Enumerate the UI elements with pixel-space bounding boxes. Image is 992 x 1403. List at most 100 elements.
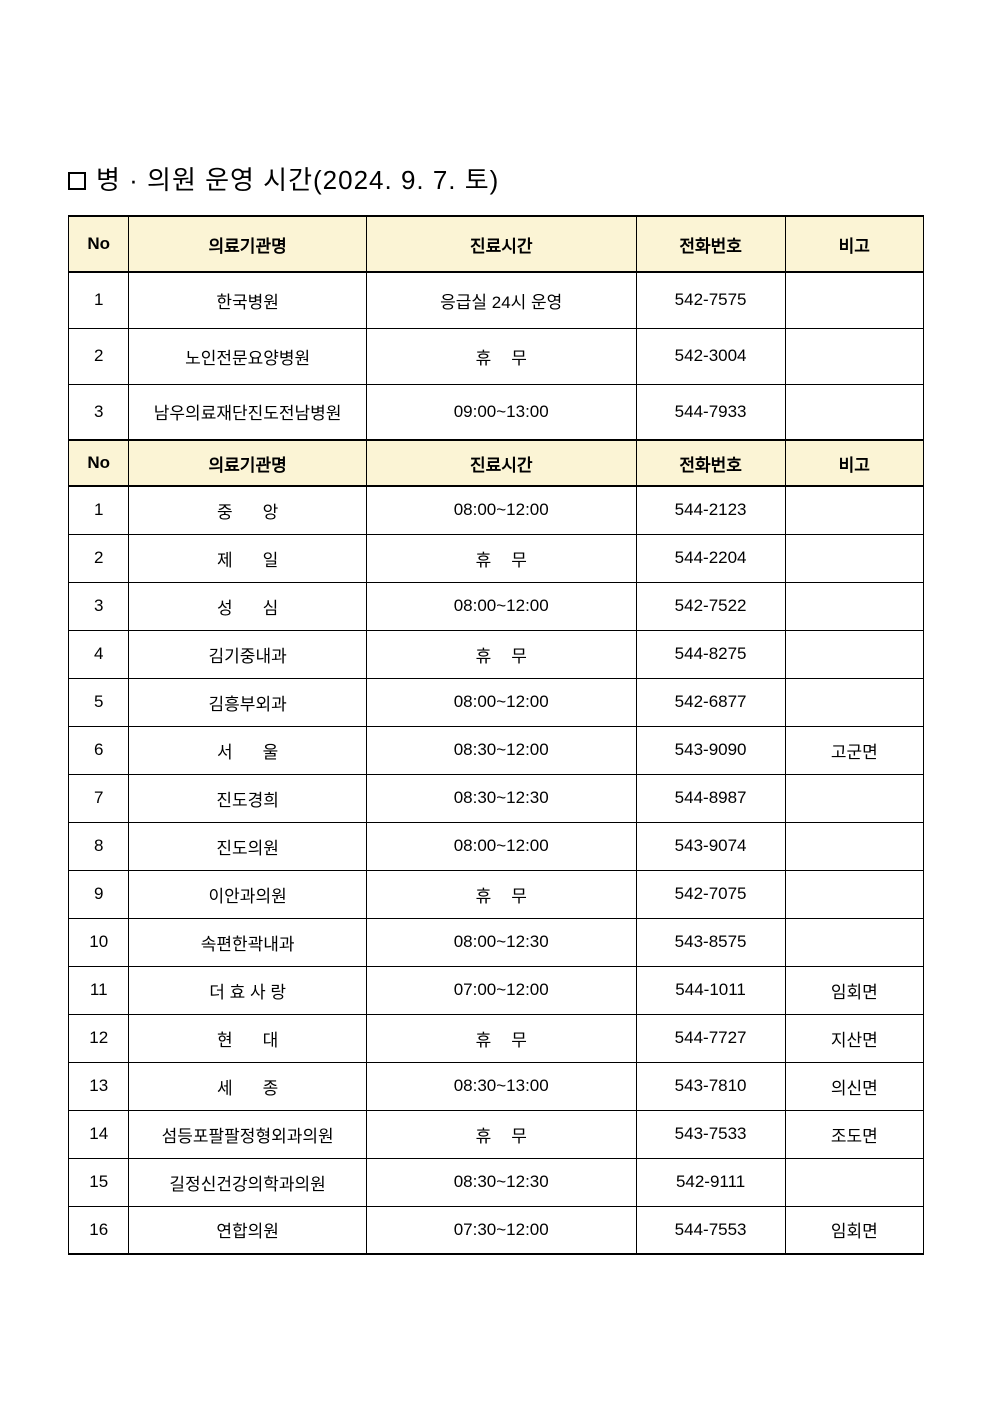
cell-name: 진도의원 bbox=[129, 822, 366, 870]
cell-note bbox=[785, 582, 923, 630]
cell-hours: 응급실 24시 운영 bbox=[366, 272, 636, 328]
cell-no: 13 bbox=[69, 1062, 129, 1110]
cell-hours: 휴무 bbox=[366, 534, 636, 582]
cell-phone: 544-2123 bbox=[636, 486, 785, 534]
cell-note: 고군면 bbox=[785, 726, 923, 774]
cell-phone: 542-9111 bbox=[636, 1158, 785, 1206]
cell-no: 5 bbox=[69, 678, 129, 726]
header-phone: 전화번호 bbox=[636, 440, 785, 486]
cell-note: 의신면 bbox=[785, 1062, 923, 1110]
cell-hours: 08:30~13:00 bbox=[366, 1062, 636, 1110]
cell-phone: 544-1011 bbox=[636, 966, 785, 1014]
cell-hours: 08:30~12:30 bbox=[366, 1158, 636, 1206]
cell-note: 임회면 bbox=[785, 966, 923, 1014]
table-row: 13세종08:30~13:00543-7810의신면 bbox=[69, 1062, 924, 1110]
header-no: No bbox=[69, 440, 129, 486]
cell-no: 3 bbox=[69, 384, 129, 440]
cell-phone: 544-8987 bbox=[636, 774, 785, 822]
cell-phone: 543-8575 bbox=[636, 918, 785, 966]
table-row: 10속편한곽내과08:00~12:30543-8575 bbox=[69, 918, 924, 966]
cell-phone: 544-7933 bbox=[636, 384, 785, 440]
cell-hours: 08:00~12:00 bbox=[366, 822, 636, 870]
cell-hours: 07:00~12:00 bbox=[366, 966, 636, 1014]
cell-hours: 휴무 bbox=[366, 870, 636, 918]
page-title: 병 · 의원 운영 시간(2024. 9. 7. 토) bbox=[68, 160, 924, 197]
cell-note bbox=[785, 822, 923, 870]
cell-note bbox=[785, 678, 923, 726]
table-row: 3성심08:00~12:00542-7522 bbox=[69, 582, 924, 630]
cell-no: 6 bbox=[69, 726, 129, 774]
cell-note bbox=[785, 272, 923, 328]
title-box-icon bbox=[68, 172, 86, 190]
header-note: 비고 bbox=[785, 216, 923, 272]
cell-hours: 08:00~12:00 bbox=[366, 486, 636, 534]
cell-hours: 09:00~13:00 bbox=[366, 384, 636, 440]
cell-no: 9 bbox=[69, 870, 129, 918]
table-header-row: No 의료기관명 진료시간 전화번호 비고 bbox=[69, 216, 924, 272]
table-row: 4김기중내과휴무544-8275 bbox=[69, 630, 924, 678]
table-row: 1중앙08:00~12:00544-2123 bbox=[69, 486, 924, 534]
cell-no: 8 bbox=[69, 822, 129, 870]
schedule-table: No 의료기관명 진료시간 전화번호 비고 1한국병원응급실 24시 운영542… bbox=[68, 215, 924, 1255]
cell-phone: 543-9090 bbox=[636, 726, 785, 774]
cell-name: 남우의료재단진도전남병원 bbox=[129, 384, 366, 440]
cell-no: 12 bbox=[69, 1014, 129, 1062]
cell-phone: 544-7727 bbox=[636, 1014, 785, 1062]
cell-phone: 542-6877 bbox=[636, 678, 785, 726]
cell-no: 15 bbox=[69, 1158, 129, 1206]
cell-phone: 542-7075 bbox=[636, 870, 785, 918]
cell-phone: 542-7522 bbox=[636, 582, 785, 630]
cell-no: 3 bbox=[69, 582, 129, 630]
table-row: 2노인전문요양병원휴무542-3004 bbox=[69, 328, 924, 384]
cell-phone: 543-7810 bbox=[636, 1062, 785, 1110]
cell-note bbox=[785, 328, 923, 384]
cell-phone: 544-2204 bbox=[636, 534, 785, 582]
cell-phone: 542-3004 bbox=[636, 328, 785, 384]
cell-no: 2 bbox=[69, 328, 129, 384]
cell-note bbox=[785, 630, 923, 678]
cell-hours: 07:30~12:00 bbox=[366, 1206, 636, 1254]
cell-note bbox=[785, 918, 923, 966]
table-row: 9이안과의원휴무542-7075 bbox=[69, 870, 924, 918]
cell-no: 11 bbox=[69, 966, 129, 1014]
cell-note bbox=[785, 384, 923, 440]
cell-no: 7 bbox=[69, 774, 129, 822]
cell-no: 1 bbox=[69, 272, 129, 328]
cell-hours: 08:30~12:30 bbox=[366, 774, 636, 822]
cell-name: 연합의원 bbox=[129, 1206, 366, 1254]
cell-name: 속편한곽내과 bbox=[129, 918, 366, 966]
cell-name: 더 효 사 랑 bbox=[129, 966, 366, 1014]
cell-hours: 휴무 bbox=[366, 328, 636, 384]
table-row: 8진도의원08:00~12:00543-9074 bbox=[69, 822, 924, 870]
cell-name: 섬등포팔팔정형외과의원 bbox=[129, 1110, 366, 1158]
cell-hours: 휴무 bbox=[366, 630, 636, 678]
cell-note bbox=[785, 870, 923, 918]
cell-name: 김기중내과 bbox=[129, 630, 366, 678]
cell-note: 임회면 bbox=[785, 1206, 923, 1254]
cell-hours: 08:30~12:00 bbox=[366, 726, 636, 774]
cell-no: 10 bbox=[69, 918, 129, 966]
cell-name: 길정신건강의학과의원 bbox=[129, 1158, 366, 1206]
cell-name: 노인전문요양병원 bbox=[129, 328, 366, 384]
cell-note bbox=[785, 534, 923, 582]
cell-no: 16 bbox=[69, 1206, 129, 1254]
cell-name: 서울 bbox=[129, 726, 366, 774]
cell-name: 세종 bbox=[129, 1062, 366, 1110]
table-row: 2제일휴무544-2204 bbox=[69, 534, 924, 582]
cell-name: 진도경희 bbox=[129, 774, 366, 822]
cell-no: 14 bbox=[69, 1110, 129, 1158]
header-name: 의료기관명 bbox=[129, 440, 366, 486]
cell-no: 4 bbox=[69, 630, 129, 678]
header-note: 비고 bbox=[785, 440, 923, 486]
cell-hours: 08:00~12:00 bbox=[366, 582, 636, 630]
cell-phone: 543-7533 bbox=[636, 1110, 785, 1158]
cell-phone: 543-9074 bbox=[636, 822, 785, 870]
cell-hours: 08:00~12:00 bbox=[366, 678, 636, 726]
cell-no: 1 bbox=[69, 486, 129, 534]
title-text: 병 · 의원 운영 시간(2024. 9. 7. 토) bbox=[96, 165, 499, 195]
cell-name: 성심 bbox=[129, 582, 366, 630]
header-name: 의료기관명 bbox=[129, 216, 366, 272]
cell-phone: 544-7553 bbox=[636, 1206, 785, 1254]
cell-name: 중앙 bbox=[129, 486, 366, 534]
cell-name: 김흥부외과 bbox=[129, 678, 366, 726]
